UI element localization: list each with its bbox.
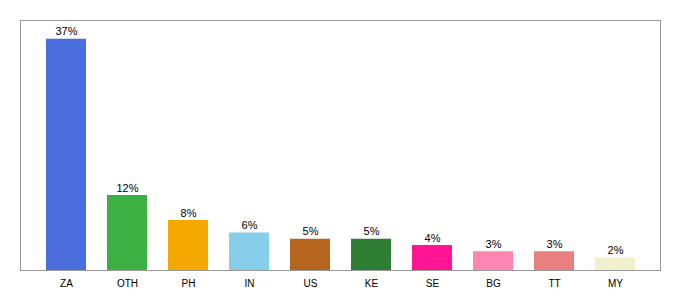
svg-text:BG: BG: [486, 278, 501, 289]
svg-text:6%: 6%: [242, 219, 258, 231]
svg-text:PH: PH: [182, 278, 196, 289]
svg-text:8%: 8%: [181, 207, 197, 219]
svg-text:ZA: ZA: [60, 278, 73, 289]
svg-text:4%: 4%: [425, 232, 441, 244]
svg-text:TT: TT: [548, 278, 560, 289]
svg-text:IN: IN: [245, 278, 255, 289]
svg-text:5%: 5%: [364, 225, 380, 237]
svg-text:US: US: [304, 278, 318, 289]
svg-text:37%: 37%: [55, 25, 77, 37]
svg-text:2%: 2%: [608, 244, 624, 256]
svg-text:3%: 3%: [486, 238, 502, 250]
svg-text:SE: SE: [426, 278, 440, 289]
svg-text:OTH: OTH: [117, 278, 138, 289]
svg-text:12%: 12%: [116, 182, 138, 194]
svg-text:MY: MY: [608, 278, 623, 289]
svg-text:3%: 3%: [547, 238, 563, 250]
svg-text:5%: 5%: [303, 225, 319, 237]
svg-text:KE: KE: [365, 278, 379, 289]
